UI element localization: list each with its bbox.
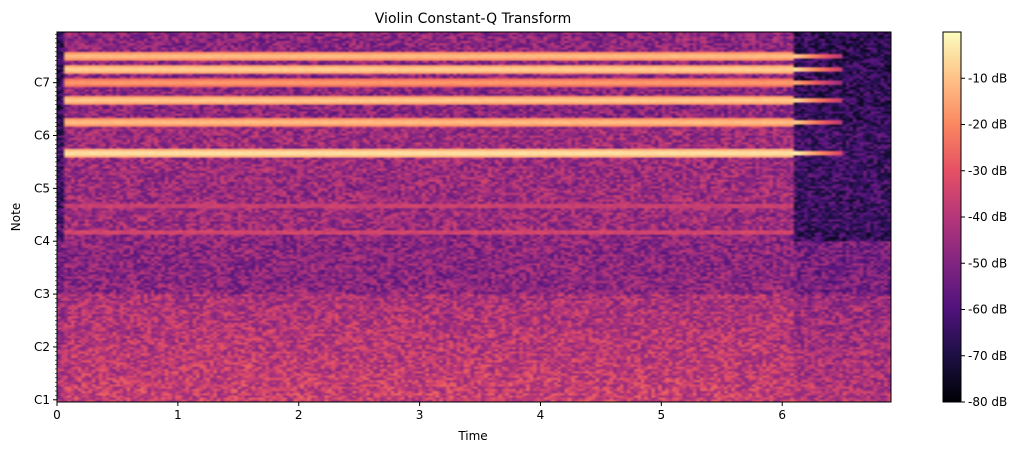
y-axis: C1 C2 C3 C4 C5 C6 C7 (34, 33, 57, 407)
x-tick-label: 0 (53, 408, 61, 422)
plot-frame (56, 31, 892, 403)
y-tick-label: C4 (34, 234, 50, 248)
x-axis: 0 1 2 3 4 5 6 (53, 402, 786, 422)
colorbar-tick-label: -30 dB (968, 164, 1007, 178)
colorbar-tick-label: -20 dB (968, 118, 1007, 132)
y-tick-label: C5 (34, 181, 50, 195)
colorbar-tick-label: -10 dB (968, 71, 1007, 85)
x-tick-label: 4 (537, 408, 545, 422)
chart-title: Violin Constant-Q Transform (375, 11, 571, 27)
y-tick-label: C6 (34, 129, 50, 143)
y-axis-label: Note (9, 203, 23, 231)
x-tick-label: 3 (416, 408, 424, 422)
colorbar: -10 dB -20 dB -30 dB -40 dB -50 dB -60 dB -70 … (942, 31, 1007, 409)
colorbar-gradient (942, 31, 962, 403)
x-axis-label: Time (457, 429, 487, 443)
x-tick-label: 2 (295, 408, 303, 422)
colorbar-tick-label: -80 dB (968, 395, 1007, 409)
colorbar-tick-label: -60 dB (968, 303, 1007, 317)
colorbar-tick-label: -50 dB (968, 256, 1007, 270)
y-tick-label: C7 (34, 76, 50, 90)
y-tick-label: C2 (34, 340, 50, 354)
y-tick-label: C1 (34, 393, 50, 407)
x-tick-label: 6 (778, 408, 786, 422)
colorbar-tick-label: -40 dB (968, 210, 1007, 224)
x-tick-label: 1 (174, 408, 182, 422)
spectrogram-plot (56, 31, 892, 403)
y-tick-label: C3 (34, 287, 50, 301)
colorbar-tick-label: -70 dB (968, 349, 1007, 363)
spectrogram-heatmap (57, 32, 891, 402)
x-tick-label: 5 (658, 408, 666, 422)
